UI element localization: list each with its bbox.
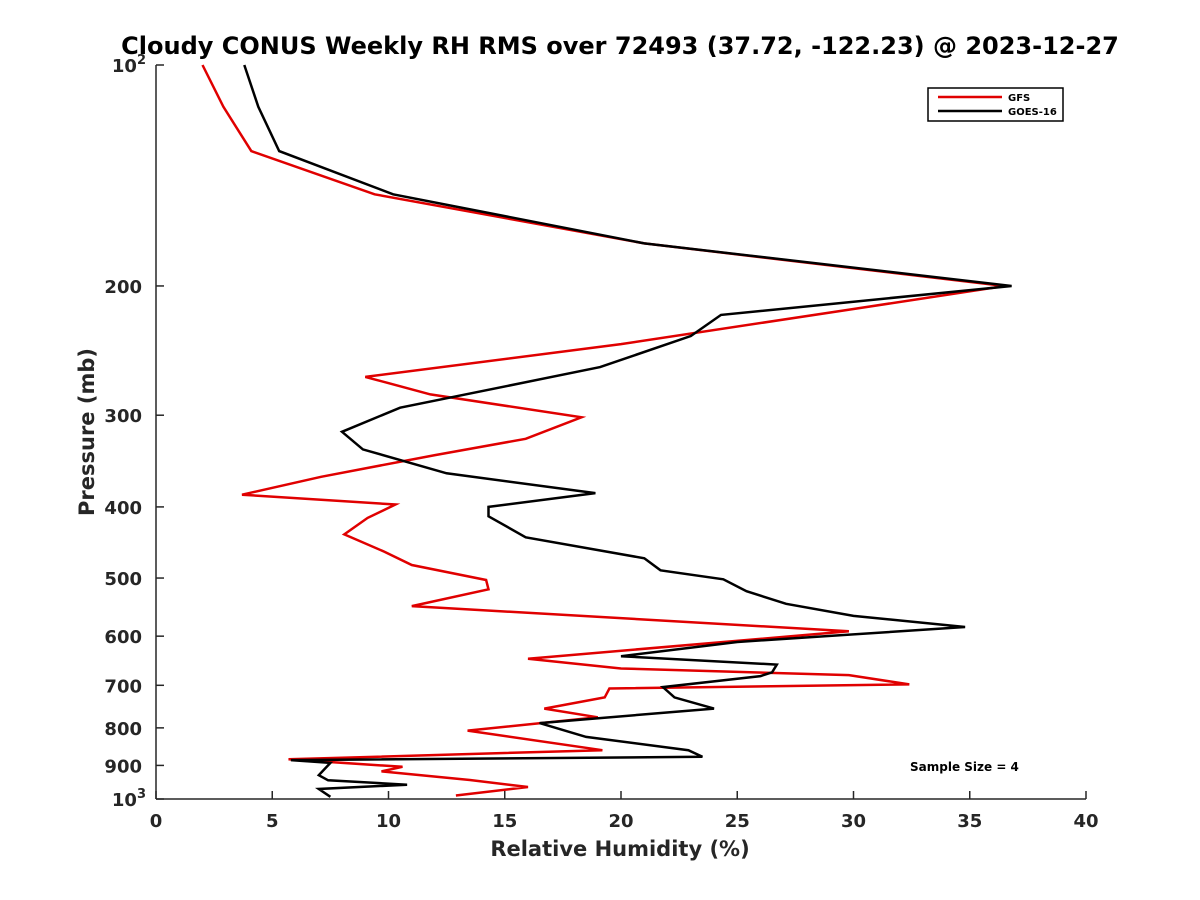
y-tick-label: 700 [104,676,142,697]
y-tick-label: 300 [104,406,142,427]
x-tick-label: 25 [725,811,750,832]
x-tick-label: 0 [150,811,163,832]
x-tick-label: 20 [608,811,633,832]
x-axis-label: Relative Humidity (%) [490,837,749,861]
y-tick-label: 103 [112,787,146,811]
legend-box [927,87,1064,122]
y-tick-label: 102 [112,53,146,77]
y-tick-label: 600 [104,627,142,648]
plot-area: 0 5 10 15 20 25 30 35 40 102 200 300 400 500 600 700 800… [104,53,1098,832]
legend-label-goes-16: GOES-16 [1008,107,1057,118]
sample-size-annotation: Sample Size = 4 [910,760,1019,774]
x-tick-label: 15 [492,811,517,832]
x-tick-label: 5 [266,811,279,832]
series-line-goes-16 [243,64,1012,798]
x-tick-label: 40 [1073,811,1098,832]
y-tick-label: 400 [104,498,142,519]
legend-label-gfs: GFS [1008,93,1030,104]
y-tick-label: 900 [104,756,142,777]
y-tick-label: 500 [104,569,142,590]
series-line-gfs [201,64,1005,797]
y-tick-label: 800 [104,719,142,740]
x-tick-label: 10 [376,811,401,832]
y-axis-label: Pressure (mb) [75,348,99,516]
chart-title: Cloudy CONUS Weekly RH RMS over 72493 (3… [121,32,1119,60]
x-tick-label: 35 [957,811,982,832]
y-tick-label: 200 [104,277,142,298]
legend: GFS GOES-16 [927,87,1064,122]
x-tick-label: 30 [841,811,866,832]
